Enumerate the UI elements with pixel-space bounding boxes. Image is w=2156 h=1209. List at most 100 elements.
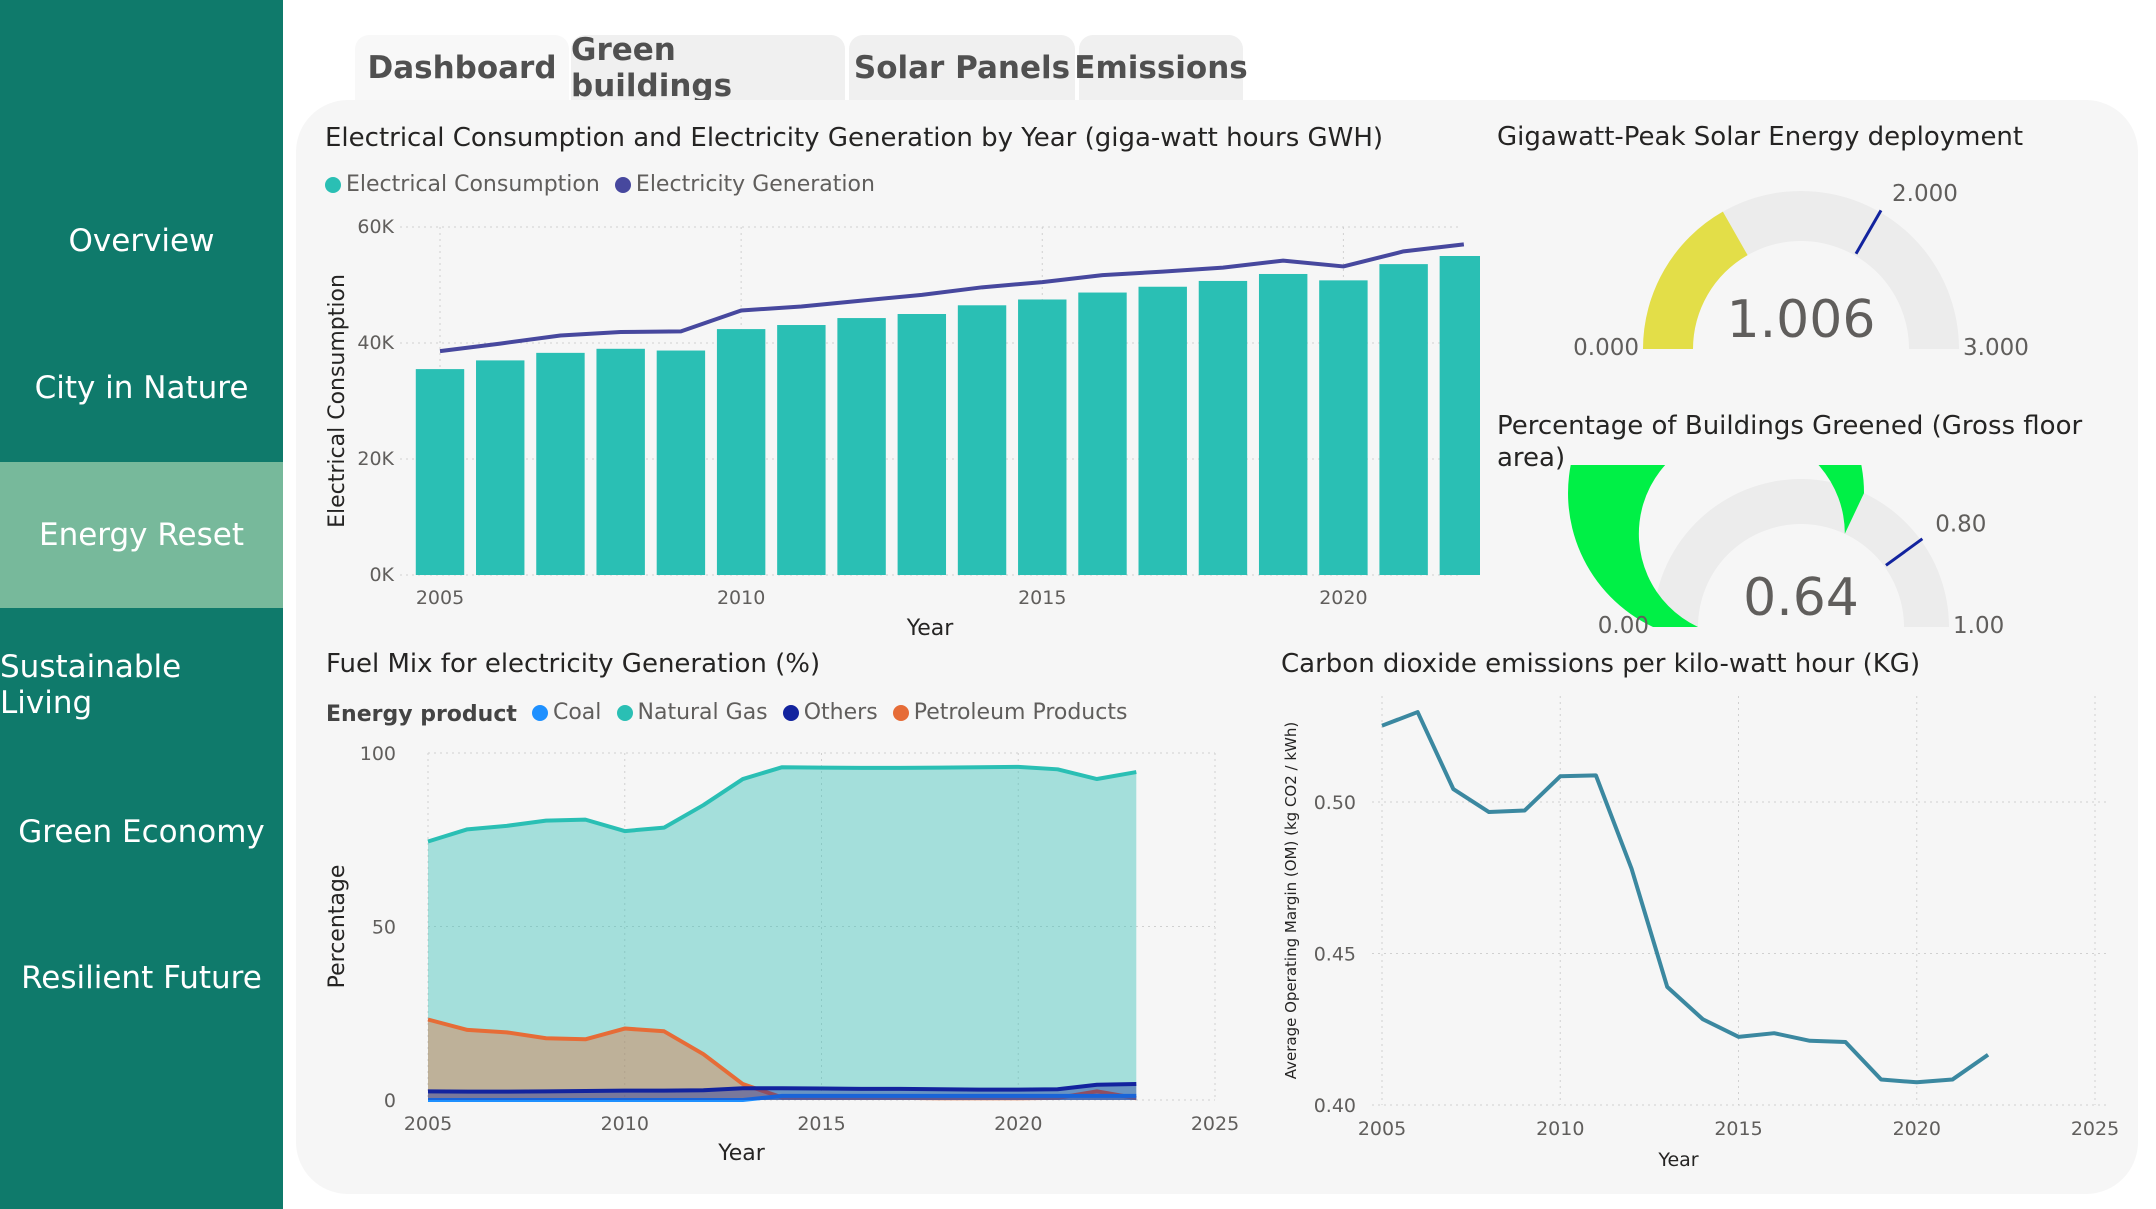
legend-item-others[interactable]: Others — [782, 700, 878, 725]
y-tick-label: 20K — [357, 448, 394, 470]
legend-item-generation[interactable]: Electricity Generation — [614, 172, 875, 197]
legend-title: Energy product — [326, 701, 517, 727]
gauge-target-label: 2.000 — [1892, 181, 1958, 207]
gauge-value: 1.006 — [1727, 290, 1876, 350]
bar-consumption — [1319, 280, 1368, 575]
fuel-mix-chart[interactable]: 0 50 100 2005 2010 2015 2020 2025 Year Percentage — [300, 735, 1260, 1175]
gauge-track — [1653, 479, 1949, 627]
bar-consumption — [897, 314, 947, 575]
tab-dashboard[interactable]: Dashboard — [355, 35, 569, 101]
gauge-target-marker — [1885, 537, 1924, 567]
gauge-fill — [1568, 465, 1865, 627]
bar-consumption — [596, 348, 645, 575]
x-tick-label: 2025 — [2071, 1118, 2119, 1140]
bar-consumption — [716, 329, 766, 575]
bar-consumption — [777, 325, 826, 575]
legend-dot — [782, 704, 799, 721]
legend-item-petroleum[interactable]: Petroleum Products — [892, 700, 1128, 725]
legend-consumption: Electrical Consumption Electricity Gener… — [325, 172, 885, 197]
x-axis-title: Year — [906, 616, 955, 641]
legend-dot — [531, 704, 548, 721]
gauge-max-label: 3.000 — [1963, 335, 2029, 361]
legend-label: Coal — [552, 700, 602, 725]
x-tick-label: 2010 — [717, 587, 765, 609]
x-tick-label: 2005 — [1358, 1118, 1406, 1140]
x-tick-label: 2010 — [601, 1113, 649, 1135]
legend-dot — [616, 704, 633, 721]
bar-consumption — [415, 369, 465, 575]
y-tick-label: 0.40 — [1314, 1095, 1356, 1117]
x-axis-title: Year — [1657, 1149, 1698, 1170]
legend-label: Petroleum Products — [913, 700, 1128, 725]
legend-item-consumption[interactable]: Electrical Consumption — [325, 172, 600, 197]
line-coal — [428, 1093, 1137, 1102]
gauge-title-buildings: Percentage of Buildings Greened (Gross f… — [1497, 411, 2083, 473]
area-petroleum-products — [428, 1019, 1137, 1100]
chart-title-fuel-mix: Fuel Mix for electricity Generation (%) — [326, 649, 821, 679]
line-natural-gas — [427, 764, 1137, 844]
bar-consumption — [1138, 286, 1187, 575]
legend-dot — [614, 176, 631, 193]
y-tick-label: 100 — [360, 743, 396, 765]
consumption-chart[interactable]: 0K 20K 40K 60K 2005 2010 2015 2020 Year Electrica… — [300, 205, 1480, 645]
tab-green-buildings[interactable]: Green buildings — [571, 32, 845, 104]
buildings-gauge[interactable]: 0.80 0.64 0.00 1.00 — [1540, 465, 2070, 645]
chart-title-emissions: Carbon dioxide emissions per kilo-watt h… — [1281, 649, 1921, 679]
chart-title-consumption: Electrical Consumption and Electricity G… — [325, 123, 1384, 153]
nav-item-city-in-nature[interactable]: City in Nature — [34, 370, 249, 406]
y-tick-label: 0.50 — [1314, 792, 1356, 814]
area-natural-gas — [428, 766, 1137, 1100]
y-tick-label: 60K — [357, 216, 394, 238]
x-tick-label: 2015 — [1714, 1118, 1762, 1140]
y-tick-label: 0.45 — [1314, 944, 1356, 966]
gauge-min-label: 0.00 — [1598, 613, 1649, 639]
nav-item-sustainable-living[interactable]: Sustainable Living — [0, 649, 182, 721]
tab-solar-panels[interactable]: Solar Panels — [849, 35, 1075, 101]
bar-consumption — [476, 360, 525, 575]
legend-fuel-mix: Energy product Coal Natural Gas Others P… — [326, 700, 1137, 727]
x-tick-label: 2020 — [994, 1113, 1042, 1135]
bar-consumption — [1018, 299, 1067, 575]
line-emissions — [1381, 710, 1990, 1085]
gauge-title-solar: Gigawatt-Peak Solar Energy deployment — [1497, 122, 2024, 152]
x-tick-label: 2015 — [797, 1113, 845, 1135]
legend-label: Electricity Generation — [635, 172, 875, 197]
emissions-chart[interactable]: 0.40 0.45 0.50 2005 2010 2015 2020 2025 Year Aver… — [1270, 690, 2130, 1170]
legend-label: Electrical Consumption — [346, 172, 600, 197]
bar-consumption — [1078, 292, 1127, 575]
x-tick-label: 2005 — [404, 1113, 452, 1135]
x-tick-label: 2020 — [1893, 1118, 1941, 1140]
bar-consumption — [837, 318, 886, 575]
x-tick-label: 2015 — [1018, 587, 1066, 609]
tab-emissions[interactable]: Emissions — [1074, 35, 1248, 101]
y-tick-label: 0 — [384, 1090, 396, 1112]
bar-consumption — [656, 350, 706, 575]
bar-consumption — [957, 305, 1007, 575]
y-axis-title: Average Operating Margin (OM) (kg CO2 / … — [1282, 722, 1300, 1079]
line-generation — [439, 242, 1465, 354]
y-tick-label: 50 — [372, 917, 396, 939]
nav-item-overview[interactable]: Overview — [68, 223, 215, 259]
x-axis-title: Year — [717, 1141, 766, 1166]
legend-item-natural-gas[interactable]: Natural Gas — [616, 700, 768, 725]
solar-gauge[interactable]: 2.000 1.006 0.000 3.000 — [1540, 165, 2070, 365]
bar-consumption — [1258, 273, 1308, 575]
bar-consumption — [1379, 264, 1428, 575]
x-tick-label: 2010 — [1536, 1118, 1584, 1140]
legend-item-coal[interactable]: Coal — [531, 700, 602, 725]
gauge-min-label: 0.000 — [1573, 335, 1639, 361]
nav-item-green-economy[interactable]: Green Economy — [18, 814, 265, 850]
x-tick-label: 2025 — [1191, 1113, 1239, 1135]
y-axis-title: Percentage — [325, 865, 350, 989]
nav-item-resilient-future[interactable]: Resilient Future — [21, 960, 262, 996]
sidebar-nav: Overview City in Nature Energy Reset Sus… — [0, 0, 283, 1209]
gauge-max-label: 1.00 — [1953, 613, 2004, 639]
gauge-value: 0.64 — [1743, 568, 1859, 628]
legend-label: Others — [803, 700, 878, 725]
legend-dot — [325, 176, 341, 193]
y-tick-label: 40K — [357, 332, 394, 354]
nav-item-energy-reset[interactable]: Energy Reset — [0, 462, 283, 608]
legend-label: Natural Gas — [637, 700, 768, 725]
gauge-target-label: 0.80 — [1935, 511, 1986, 537]
legend-dot — [892, 704, 909, 721]
